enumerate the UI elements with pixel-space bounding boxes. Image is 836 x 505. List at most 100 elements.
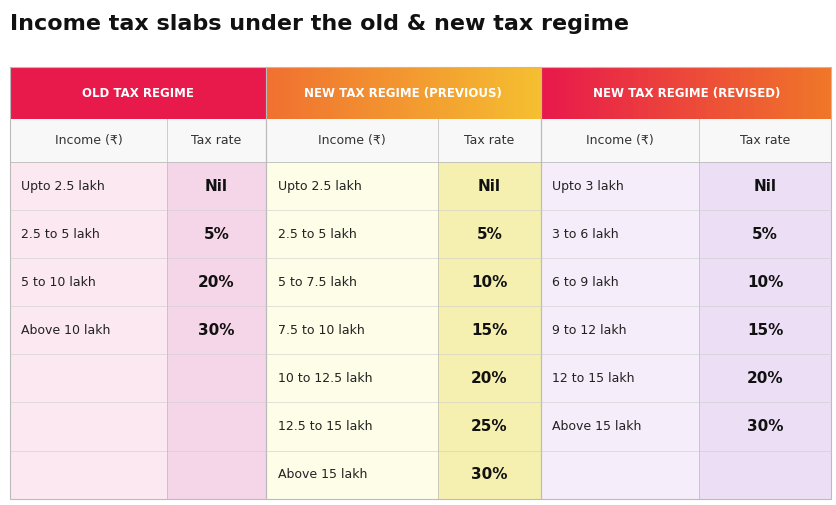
Bar	[10, 355, 167, 402]
Bar	[550, 67, 556, 119]
Text: 30%: 30%	[471, 467, 507, 482]
Bar	[214, 67, 219, 119]
Bar	[589, 67, 594, 119]
Bar	[698, 162, 830, 210]
Bar	[762, 67, 768, 119]
Text: 5%: 5%	[752, 227, 777, 242]
Bar	[743, 67, 749, 119]
Bar	[293, 67, 298, 119]
Bar	[787, 67, 793, 119]
Bar	[517, 67, 523, 119]
Bar	[734, 67, 740, 119]
Bar	[320, 67, 326, 119]
Text: 30%: 30%	[746, 419, 782, 434]
Text: Income (₹): Income (₹)	[585, 134, 653, 147]
Bar	[686, 67, 691, 119]
Bar	[236, 67, 241, 119]
Bar	[437, 402, 541, 450]
Bar	[120, 67, 125, 119]
Text: NEW TAX REGIME (PREVIOUS): NEW TAX REGIME (PREVIOUS)	[304, 86, 502, 99]
Text: 2.5 to 5 lakh: 2.5 to 5 lakh	[21, 228, 99, 241]
Bar	[651, 67, 657, 119]
Bar	[65, 67, 70, 119]
Bar	[146, 67, 151, 119]
Text: 6 to 9 lakh: 6 to 9 lakh	[552, 276, 618, 289]
Bar	[710, 67, 716, 119]
Bar	[274, 67, 280, 119]
Bar	[671, 67, 676, 119]
Text: 5%: 5%	[203, 227, 229, 242]
Text: 20%: 20%	[471, 371, 507, 386]
Bar	[380, 67, 385, 119]
Bar	[772, 67, 778, 119]
Bar	[206, 67, 211, 119]
Bar	[821, 67, 827, 119]
Bar	[74, 67, 79, 119]
Bar	[116, 67, 121, 119]
Bar	[753, 67, 759, 119]
Bar	[240, 67, 245, 119]
Bar	[700, 67, 706, 119]
Bar	[366, 67, 372, 119]
Bar	[564, 67, 570, 119]
Bar	[298, 67, 303, 119]
Bar	[167, 162, 265, 210]
Bar	[279, 67, 284, 119]
Bar	[403, 67, 408, 119]
Bar	[604, 67, 609, 119]
Bar	[394, 67, 399, 119]
Text: Upto 3 lakh: Upto 3 lakh	[552, 180, 623, 192]
Bar	[10, 450, 167, 498]
Bar	[698, 450, 830, 498]
Bar	[353, 67, 358, 119]
Bar	[171, 67, 176, 119]
Bar	[329, 67, 335, 119]
Bar	[218, 67, 223, 119]
Bar	[541, 450, 698, 498]
Bar	[78, 67, 83, 119]
Bar	[167, 67, 172, 119]
Bar	[444, 67, 450, 119]
Bar	[325, 67, 330, 119]
Bar	[637, 67, 643, 119]
Bar	[232, 67, 237, 119]
Bar	[108, 67, 113, 119]
Bar	[522, 67, 528, 119]
Bar	[642, 67, 648, 119]
Text: 5%: 5%	[476, 227, 502, 242]
Bar	[104, 67, 109, 119]
Bar	[541, 67, 546, 119]
Bar	[375, 67, 380, 119]
Text: Income (₹): Income (₹)	[318, 134, 385, 147]
Bar	[426, 67, 431, 119]
Bar	[513, 67, 518, 119]
Bar	[421, 67, 426, 119]
Text: Nil: Nil	[205, 179, 227, 193]
Bar	[311, 67, 317, 119]
Text: 10%: 10%	[746, 275, 782, 290]
Text: Nil: Nil	[477, 179, 501, 193]
Bar	[142, 67, 147, 119]
Bar	[265, 67, 541, 498]
Text: 25%: 25%	[471, 419, 507, 434]
Bar	[227, 67, 232, 119]
Bar	[486, 67, 491, 119]
Bar	[666, 67, 672, 119]
Bar	[270, 67, 275, 119]
Text: Tax rate: Tax rate	[191, 134, 242, 147]
Bar	[715, 67, 720, 119]
Bar	[797, 67, 803, 119]
Bar	[155, 67, 160, 119]
Bar	[61, 67, 66, 119]
Bar	[167, 258, 265, 307]
Bar	[437, 307, 541, 355]
Bar	[541, 162, 698, 210]
Bar	[288, 67, 293, 119]
Bar	[695, 67, 701, 119]
Bar	[532, 67, 537, 119]
Bar	[10, 402, 167, 450]
Bar	[555, 67, 561, 119]
Text: Tax rate: Tax rate	[464, 134, 514, 147]
Text: 9 to 12 lakh: 9 to 12 lakh	[552, 324, 626, 337]
Bar	[334, 67, 339, 119]
